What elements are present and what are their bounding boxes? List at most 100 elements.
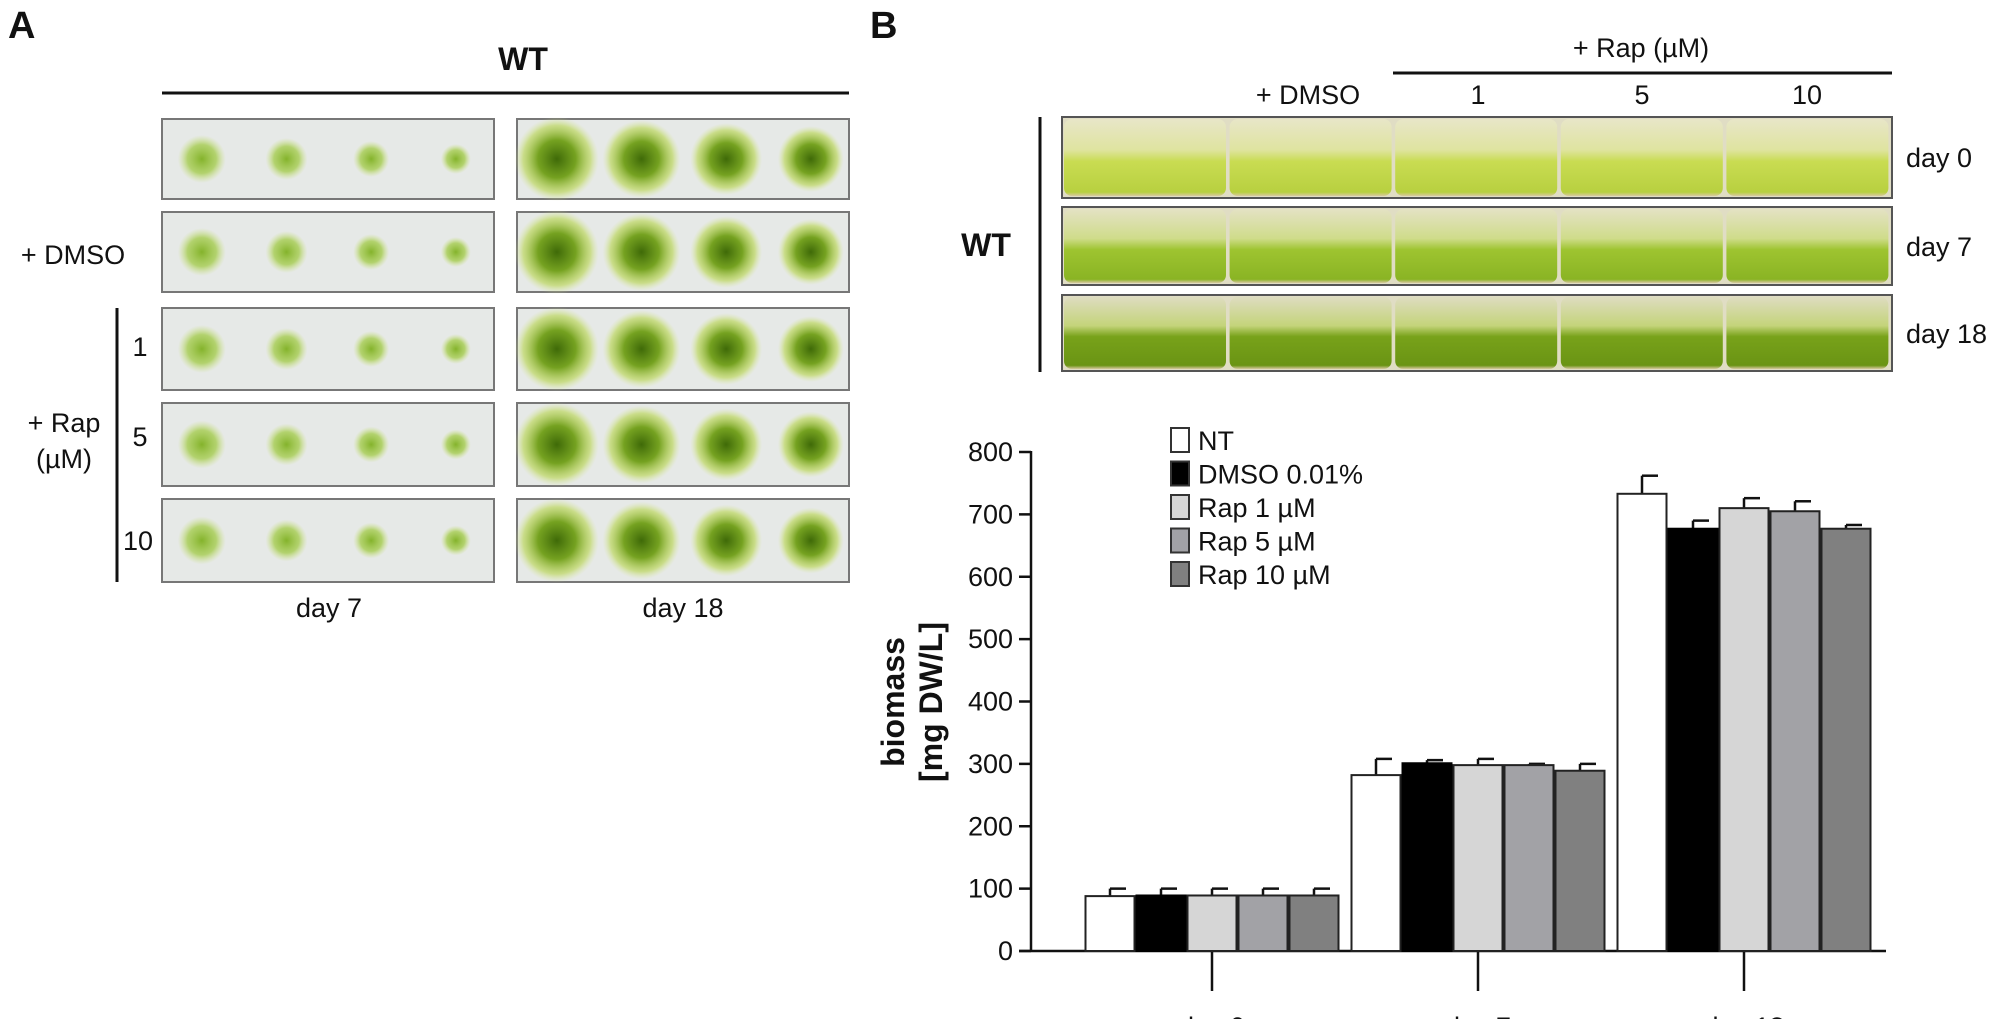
colony xyxy=(353,331,390,367)
bar-nt-day18 xyxy=(1616,492,1668,952)
col-label-day18: day 18 xyxy=(642,593,723,623)
colony xyxy=(602,213,681,291)
colony xyxy=(177,135,226,183)
colony xyxy=(353,426,390,463)
row-label-rap: + Rap xyxy=(28,408,101,438)
colony xyxy=(690,408,763,481)
plate-photo xyxy=(161,118,495,200)
legend-label: DMSO 0.01% xyxy=(1198,460,1363,490)
colony xyxy=(265,423,308,466)
x-tick-label: day 7 xyxy=(1445,1012,1511,1019)
y-tick-label: 400 xyxy=(968,687,1013,717)
flask-row-day18: day 18 xyxy=(1906,319,1987,349)
colony xyxy=(353,522,390,559)
colony xyxy=(353,234,390,270)
colony xyxy=(265,328,308,370)
flask xyxy=(1064,297,1226,369)
conc-label-10: 10 xyxy=(123,526,153,556)
flask xyxy=(1726,119,1889,196)
flask xyxy=(1229,297,1392,369)
colony xyxy=(777,219,844,285)
colony xyxy=(177,325,226,373)
bar-rap-1-m-day7 xyxy=(1452,764,1504,952)
flask-row-day7: day 7 xyxy=(1906,232,1972,262)
y-axis-label-line2: [mg DW/L] xyxy=(913,622,949,782)
flask xyxy=(1560,297,1723,369)
flask-col-1: 1 xyxy=(1470,80,1485,110)
colony xyxy=(602,405,681,484)
y-tick-label: 0 xyxy=(998,936,1013,966)
colony xyxy=(690,313,763,385)
biomass-bar-chart: biomass [mg DW/L] 0 100 200 300 400 500 600 700… xyxy=(875,426,1886,1019)
y-tick-label: 600 xyxy=(968,562,1013,592)
bar-rap-1-m-day0 xyxy=(1186,894,1238,953)
flask xyxy=(1560,209,1723,283)
col-label-day7: day 7 xyxy=(296,593,362,623)
flask-row-day0: day 0 xyxy=(1906,143,1972,173)
x-tick-label: day 0 xyxy=(1179,1012,1245,1019)
colony xyxy=(514,117,599,201)
panel-a-strain-label: WT xyxy=(498,41,548,77)
row-label-rap-unit: (µM) xyxy=(36,444,92,474)
colony xyxy=(440,525,471,556)
flask xyxy=(1395,209,1558,283)
bar-rap-5-m-day18 xyxy=(1769,510,1821,952)
bar-nt-day0 xyxy=(1084,895,1136,952)
colony xyxy=(602,501,681,580)
plate-grid xyxy=(161,117,850,583)
y-tick-label: 200 xyxy=(968,811,1013,841)
y-tick-label: 300 xyxy=(968,749,1013,779)
colony xyxy=(690,504,763,577)
legend-swatch xyxy=(1170,427,1190,453)
flask xyxy=(1726,297,1889,369)
colony xyxy=(353,141,390,177)
bar-rap-5-m-day7 xyxy=(1503,764,1555,952)
flask xyxy=(1395,119,1558,196)
colony xyxy=(514,210,599,294)
flask-col-5: 5 xyxy=(1634,80,1649,110)
colony xyxy=(690,216,763,288)
colony xyxy=(514,498,599,583)
colony xyxy=(602,120,681,198)
bar-rap-5-m-day0 xyxy=(1237,894,1289,953)
colony xyxy=(690,123,763,195)
y-axis-label-line1: biomass xyxy=(875,637,911,767)
legend-label: Rap 5 µM xyxy=(1198,527,1316,557)
legend-swatch xyxy=(1170,494,1190,520)
colony xyxy=(177,516,226,565)
x-tick-label: day 18 xyxy=(1703,1012,1784,1019)
y-tick-label: 800 xyxy=(968,437,1013,467)
colony xyxy=(514,307,599,391)
colony xyxy=(777,126,844,192)
bar-rap-1-m-day18 xyxy=(1718,507,1770,952)
colony xyxy=(265,231,308,273)
colony xyxy=(265,519,308,562)
rap-header: + Rap (µM) xyxy=(1573,33,1709,63)
flask-col-10: 10 xyxy=(1792,80,1822,110)
flask xyxy=(1064,209,1226,283)
flask xyxy=(1726,209,1889,283)
bar-dmso-0-01--day7 xyxy=(1401,762,1453,952)
legend-swatch xyxy=(1170,561,1190,587)
legend-swatch xyxy=(1170,460,1190,487)
legend-label: Rap 10 µM xyxy=(1198,560,1331,590)
legend-label: Rap 1 µM xyxy=(1198,493,1316,523)
bar-rap-10-m-day18 xyxy=(1820,527,1872,952)
colony xyxy=(602,310,681,388)
bar-dmso-0-01--day18 xyxy=(1667,527,1719,952)
colony xyxy=(177,420,226,469)
panel-b-strain-label: WT xyxy=(961,227,1011,263)
y-tick-label: 100 xyxy=(968,874,1013,904)
colony xyxy=(777,411,844,478)
legend-swatch xyxy=(1170,527,1190,554)
bar-rap-10-m-day0 xyxy=(1288,894,1340,953)
colony xyxy=(777,507,844,574)
colony xyxy=(514,402,599,487)
colony xyxy=(777,316,844,382)
flask xyxy=(1229,119,1392,196)
panel-b-letter: B xyxy=(870,5,897,47)
y-tick-label: 700 xyxy=(968,499,1013,529)
colony xyxy=(440,144,471,174)
bar-dmso-0-01--day0 xyxy=(1135,894,1187,953)
